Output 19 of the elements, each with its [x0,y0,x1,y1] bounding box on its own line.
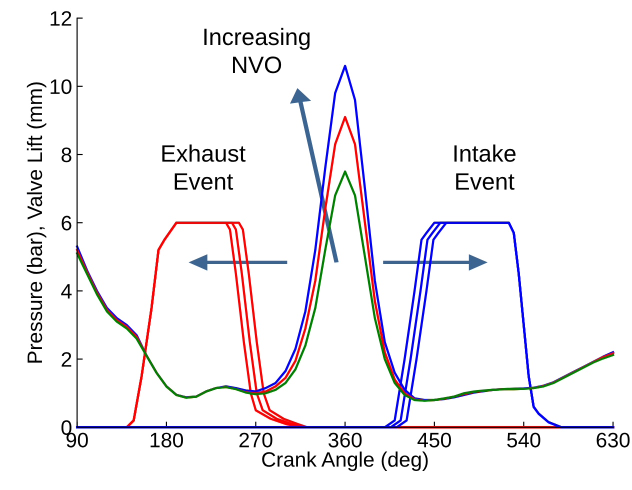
x-axis-title: Crank Angle (deg) [262,452,428,471]
y-tick-label: 6 [62,216,72,230]
y-tick-label: 4 [61,284,72,298]
y-tick-label: 8 [62,148,72,162]
x-tick-label: 180 [150,432,183,448]
y-tick-label: 0 [61,420,72,436]
annotation: Exhaust Event [162,144,246,190]
y-axis-title: Pressure (bar), Valve Lift (mm) [26,82,46,363]
y-tick-label: 12 [50,11,72,26]
x-tick-label: 540 [507,432,540,448]
x-tick-label: 360 [328,432,362,448]
x-tick-label: 630 [596,432,630,448]
x-tick-label: 90 [66,432,88,448]
y-tick-label: 2 [62,352,72,367]
annotation: Increasing NVO [204,28,310,74]
y-tick-label: 10 [50,79,72,94]
x-tick-label: 450 [417,432,451,448]
annotation: Intake Event [454,144,516,190]
x-tick-label: 270 [239,432,272,448]
